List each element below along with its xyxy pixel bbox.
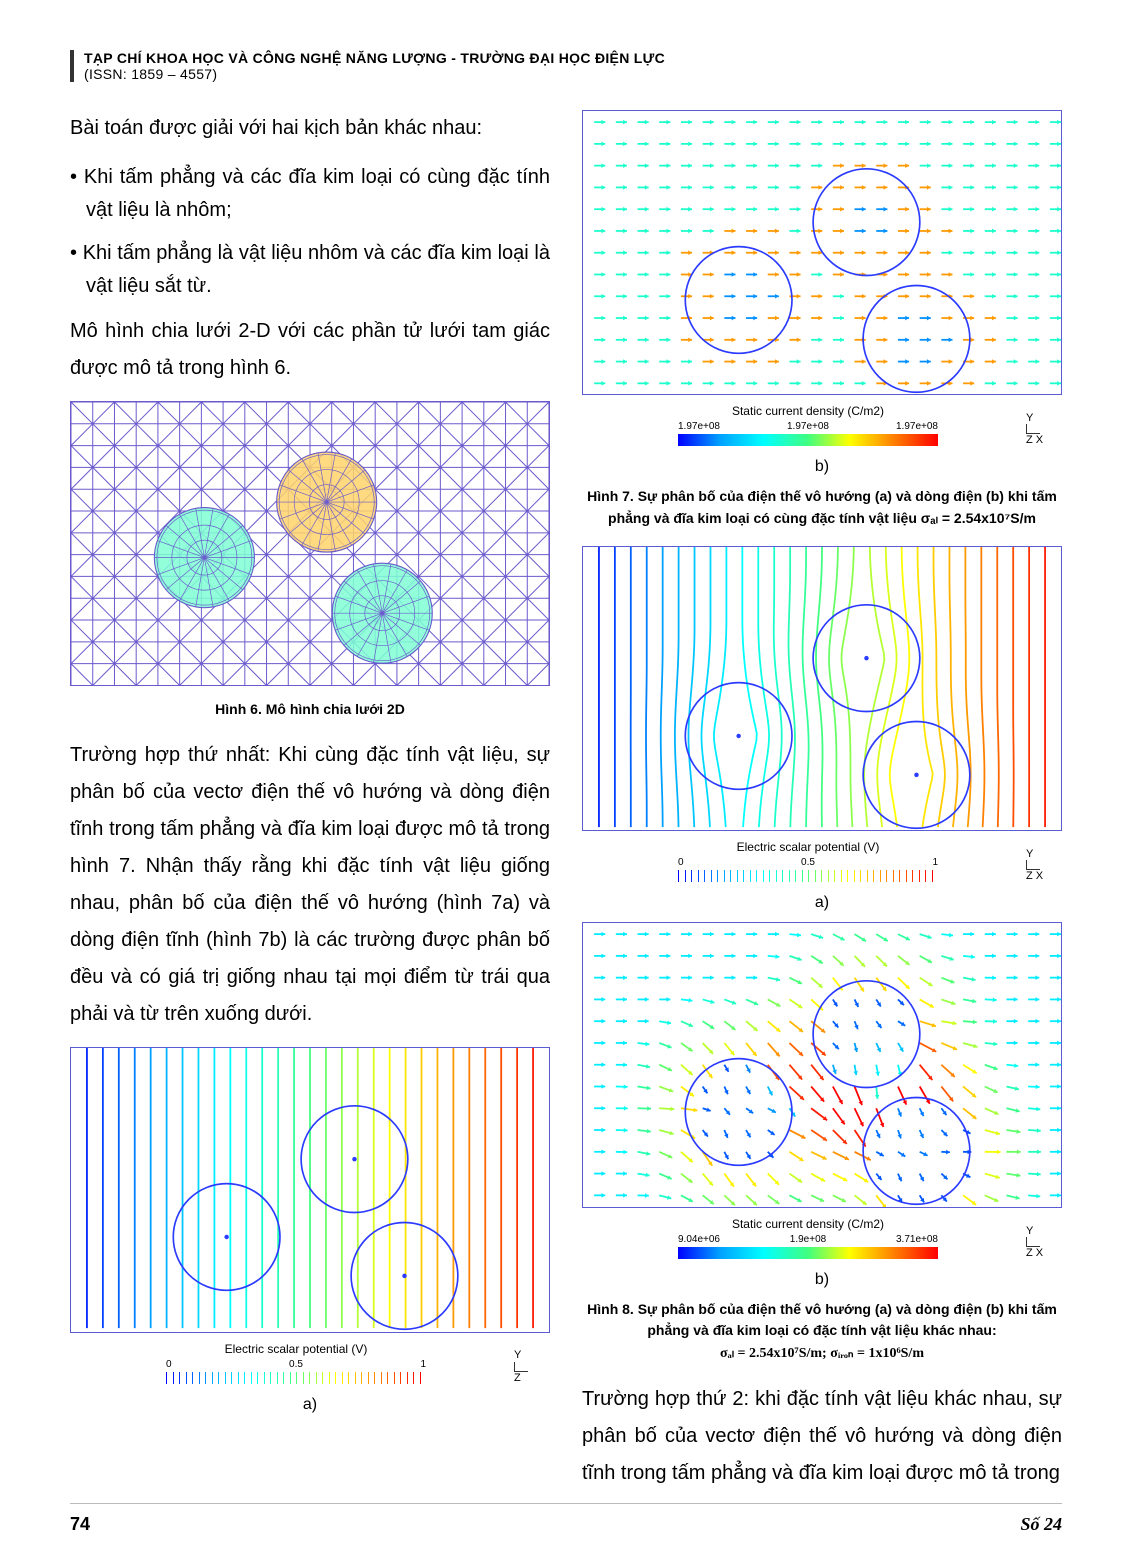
figure-8b: Static current density (C/m2) 9.04e+06 1… (582, 922, 1062, 1288)
left-column: Bài toán được giải với hai kịch bản khác… (70, 110, 550, 1506)
bullet-1: Khi tấm phẳng và các đĩa kim loại có cùn… (70, 161, 550, 227)
journal-title: TẠP CHÍ KHOA HỌC VÀ CÔNG NGHỆ NĂNG LƯỢNG… (84, 50, 1062, 66)
axis-guide-8b: Y Z X (1026, 1225, 1054, 1259)
right-column: Static current density (C/m2) 1.97e+08 1… (582, 110, 1062, 1506)
intro-text: Bài toán được giải với hai kịch bản khác… (70, 110, 550, 147)
figure-8-caption: Hình 8. Sự phân bố của điện thế vô hướng… (582, 1299, 1062, 1365)
colorbar-7a (166, 1372, 426, 1384)
legend-ticks-7a: 0 0.5 1 (166, 1359, 426, 1370)
colorbar-8a (678, 870, 938, 882)
sublabel-7b: b) (582, 458, 1062, 476)
axis-guide-7a: Y Z (514, 1349, 542, 1383)
legend-7a: Electric scalar potential (V) 0 0.5 1 Y … (70, 1338, 550, 1390)
potential-contour-7a (70, 1047, 550, 1332)
para-3: Trường hợp thứ nhất: Khi cùng đặc tính v… (70, 737, 550, 1033)
para-2: Mô hình chia lưới 2-D với các phần tử lư… (70, 313, 550, 387)
issue-number: Số 24 (1020, 1514, 1062, 1535)
page: TẠP CHÍ KHOA HỌC VÀ CÔNG NGHỆ NĂNG LƯỢNG… (0, 0, 1122, 1565)
legend-ticks-8a: 0 0.5 1 (678, 857, 938, 868)
figure-6 (70, 401, 550, 691)
colorbar-8b (678, 1247, 938, 1259)
sublabel-8b: b) (582, 1271, 1062, 1289)
figure-7a: Electric scalar potential (V) 0 0.5 1 Y … (70, 1047, 550, 1413)
para-4: Trường hợp thứ 2: khi đặc tính vật liệu … (582, 1381, 1062, 1492)
mesh-diagram (70, 401, 550, 686)
legend-title-7b: Static current density (C/m2) (590, 404, 1026, 418)
current-density-7b (582, 110, 1062, 395)
legend-title-7a: Electric scalar potential (V) (78, 1342, 514, 1356)
figure-6-caption: Hình 6. Mô hình chia lưới 2D (70, 699, 550, 721)
legend-title-8b: Static current density (C/m2) (590, 1217, 1026, 1231)
page-footer: 74 Số 24 (70, 1503, 1062, 1535)
legend-8a: Electric scalar potential (V) 0 0.5 1 Y … (582, 836, 1062, 888)
legend-7b: Static current density (C/m2) 1.97e+08 1… (582, 400, 1062, 452)
legend-title-8a: Electric scalar potential (V) (590, 840, 1026, 854)
figure-7b: Static current density (C/m2) 1.97e+08 1… (582, 110, 1062, 476)
sublabel-7a: a) (70, 1396, 550, 1414)
colorbar-7b (678, 434, 938, 446)
legend-8b: Static current density (C/m2) 9.04e+06 1… (582, 1213, 1062, 1265)
axis-guide-8a: Y Z X (1026, 848, 1054, 882)
current-density-8b (582, 922, 1062, 1207)
axis-guide-7b: Y Z X (1026, 412, 1054, 446)
legend-ticks-8b: 9.04e+06 1.9e+08 3.71e+08 (678, 1234, 938, 1245)
sublabel-8a: a) (582, 894, 1062, 912)
two-column-layout: Bài toán được giải với hai kịch bản khác… (70, 110, 1062, 1506)
figure-7-caption: Hình 7. Sự phân bố của điện thế vô hướng… (582, 486, 1062, 529)
page-number: 74 (70, 1514, 90, 1535)
legend-ticks-7b: 1.97e+08 1.97e+08 1.97e+08 (678, 421, 938, 432)
figure-8a: Electric scalar potential (V) 0 0.5 1 Y … (582, 546, 1062, 912)
journal-issn: (ISSN: 1859 – 4557) (84, 66, 1062, 82)
journal-header: TẠP CHÍ KHOA HỌC VÀ CÔNG NGHỆ NĂNG LƯỢNG… (70, 50, 1062, 82)
potential-contour-8a (582, 546, 1062, 831)
bullet-2: Khi tấm phẳng là vật liệu nhôm và các đĩ… (70, 237, 550, 303)
